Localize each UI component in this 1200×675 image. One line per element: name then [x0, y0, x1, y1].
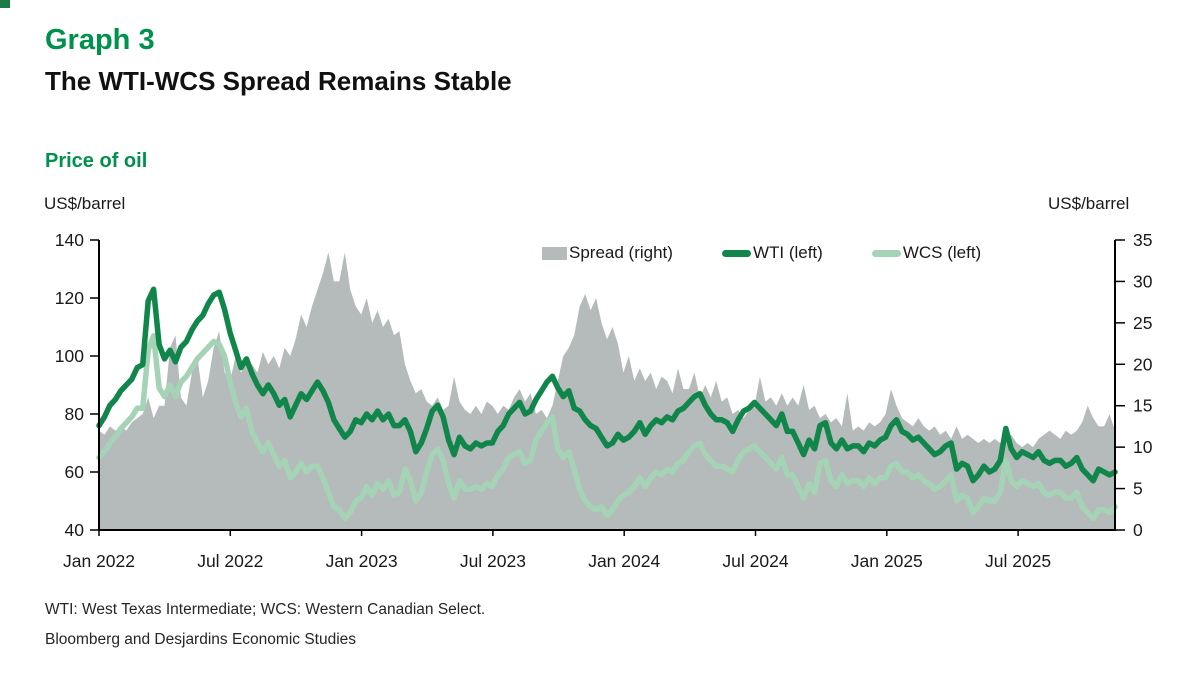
y-axis-tick-label-right: 10: [1133, 437, 1153, 457]
x-axis-tick-label: Jul 2025: [985, 551, 1051, 571]
y-axis-tick-label-right: 35: [1133, 230, 1152, 250]
y-axis-tick-label-left: 60: [65, 462, 85, 482]
wti-line: [96, 286, 1118, 484]
y-axis-tick-label-left: 120: [55, 288, 84, 308]
legend-label-spread: Spread (right): [569, 243, 673, 262]
y-axis-tick-label-right: 30: [1133, 271, 1153, 291]
y-axis-tick-label-right: 0: [1133, 520, 1143, 540]
y-axis-tick-label-right: 25: [1133, 313, 1152, 333]
footnote-definitions: WTI: West Texas Intermediate; WCS: Weste…: [45, 601, 486, 618]
wcs-line-swatch-icon: [871, 249, 901, 257]
y-axis-tick-label-right: 5: [1133, 479, 1143, 499]
corner-accent: [0, 0, 10, 8]
graph-label: Graph 3: [45, 24, 155, 56]
legend-item-spread: Spread (right): [542, 243, 673, 263]
footnote-source: Bloomberg and Desjardins Economic Studie…: [45, 631, 357, 648]
wcs-line: [96, 332, 1118, 522]
legend-label-wcs: WCS (left): [902, 243, 982, 262]
legend-label-wti: WTI (left): [752, 243, 823, 262]
x-axis-tick-label: Jan 2025: [851, 551, 923, 571]
y-axis-tick-label-left: 100: [55, 346, 84, 366]
x-axis-tick-label: Jan 2024: [588, 551, 660, 571]
x-axis-tick-label: Jul 2024: [722, 551, 788, 571]
legend-item-wti: WTI (left): [721, 243, 823, 263]
y-axis-tick-label-right: 20: [1133, 354, 1153, 374]
y-axis-tick-label-left: 140: [55, 230, 84, 250]
right-axis-unit-label: US$/barrel: [1048, 194, 1130, 213]
x-axis-tick-label: Jan 2023: [326, 551, 398, 571]
spread-area-swatch-icon: [542, 246, 567, 260]
spread-area: [99, 252, 1115, 530]
y-axis-tick-label-left: 80: [65, 404, 85, 424]
x-axis-tick-label: Jul 2022: [197, 551, 263, 571]
left-axis-unit-label: US$/barrel: [44, 194, 126, 213]
page-title: The WTI-WCS Spread Remains Stable: [45, 66, 512, 96]
wti-line-swatch-icon: [721, 249, 751, 257]
chart-heading: Price of oil: [45, 150, 148, 172]
chart-legend: Spread (right) WTI (left) WCS (left): [542, 243, 981, 263]
y-axis-tick-label-right: 15: [1133, 396, 1152, 416]
x-axis-tick-label: Jan 2022: [63, 551, 135, 571]
x-axis-tick-label: Jul 2023: [460, 551, 526, 571]
y-axis-tick-label-left: 40: [65, 520, 85, 540]
legend-item-wcs: WCS (left): [871, 243, 982, 263]
